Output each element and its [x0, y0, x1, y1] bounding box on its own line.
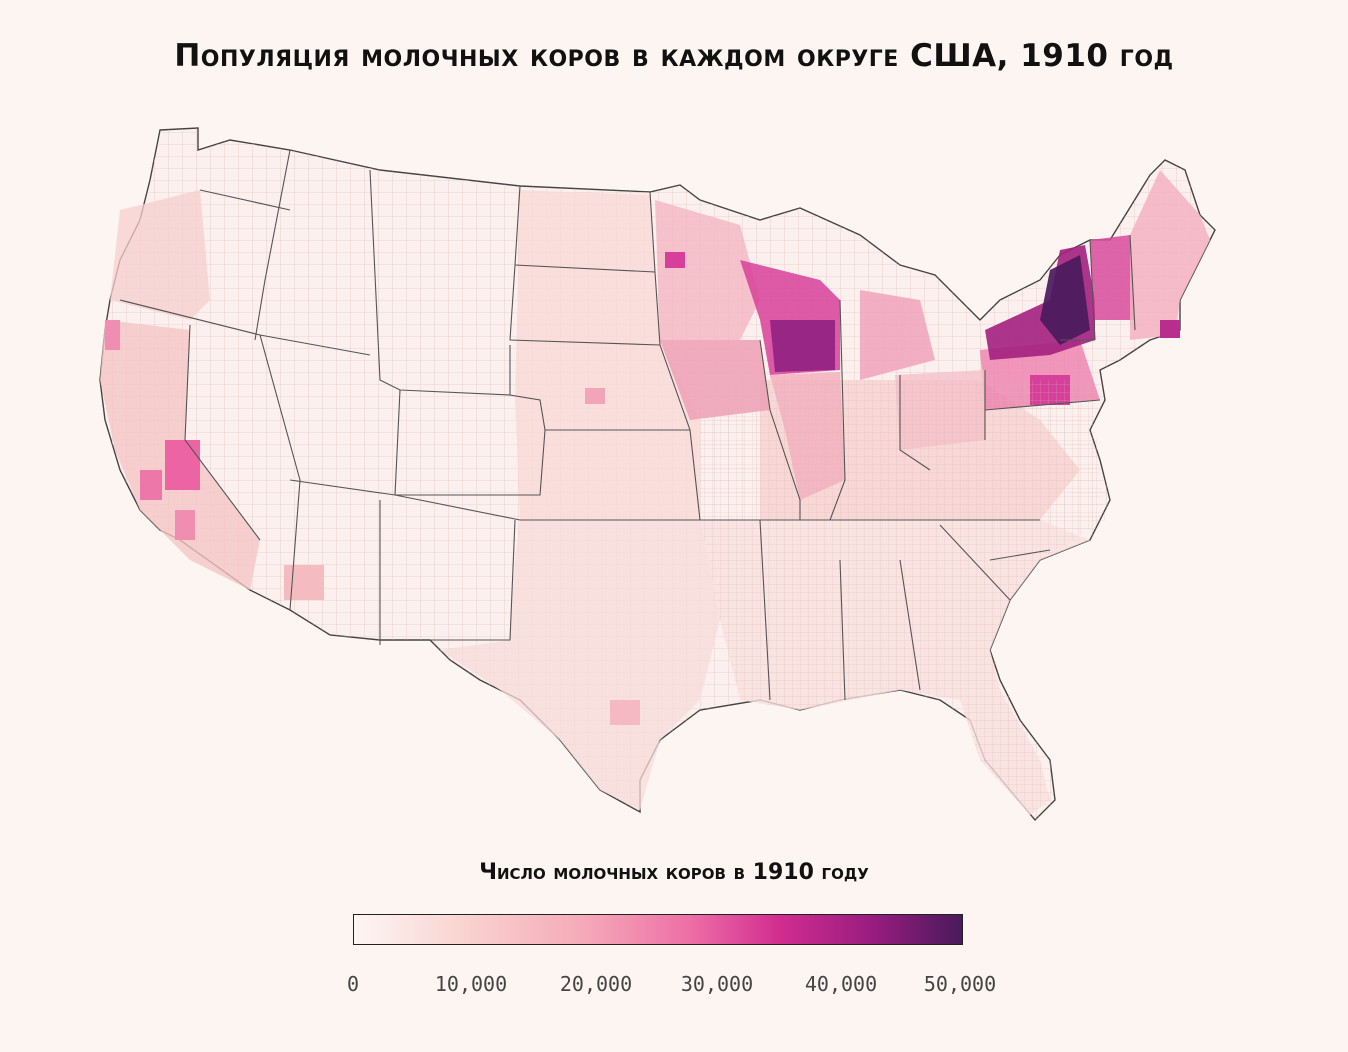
region-new-york-core — [1040, 255, 1090, 345]
state-borders — [119, 149, 1136, 701]
region-wisconsin-core — [770, 320, 835, 372]
region-minnesota — [655, 200, 760, 340]
region-new-england — [1130, 170, 1210, 340]
county-highlight — [284, 565, 324, 600]
county-highlight — [665, 252, 685, 268]
county-highlight — [1160, 320, 1180, 338]
county-grid-east — [700, 380, 1105, 815]
county-highlight — [610, 700, 640, 725]
legend-tick-label: 30,000 — [680, 972, 754, 996]
region-plains — [515, 190, 700, 520]
legend-tick-label: 50,000 — [923, 972, 997, 996]
legend-tick-label: 0 — [346, 972, 360, 996]
legend-color-bar — [353, 914, 963, 945]
county-highlight — [175, 510, 195, 540]
region-michigan — [860, 290, 935, 380]
region-texas — [440, 520, 720, 810]
county-highlight — [165, 440, 200, 490]
legend-ticks: 0 10,000 20,000 30,000 40,000 50,000 — [0, 972, 1348, 1002]
page-title: Популяция молочных коров в каждом округе… — [174, 38, 1174, 74]
legend-tick-label: 40,000 — [804, 972, 878, 996]
legend-title: Число молочных коров в 1910 году — [479, 860, 869, 885]
legend-tick-label: 10,000 — [434, 972, 508, 996]
region-vermont — [1090, 235, 1135, 320]
region-west-coast — [110, 190, 210, 320]
county-highlight — [105, 320, 120, 350]
legend-tick-label: 20,000 — [559, 972, 633, 996]
county-highlight — [585, 388, 605, 404]
county-highlight — [140, 470, 162, 500]
